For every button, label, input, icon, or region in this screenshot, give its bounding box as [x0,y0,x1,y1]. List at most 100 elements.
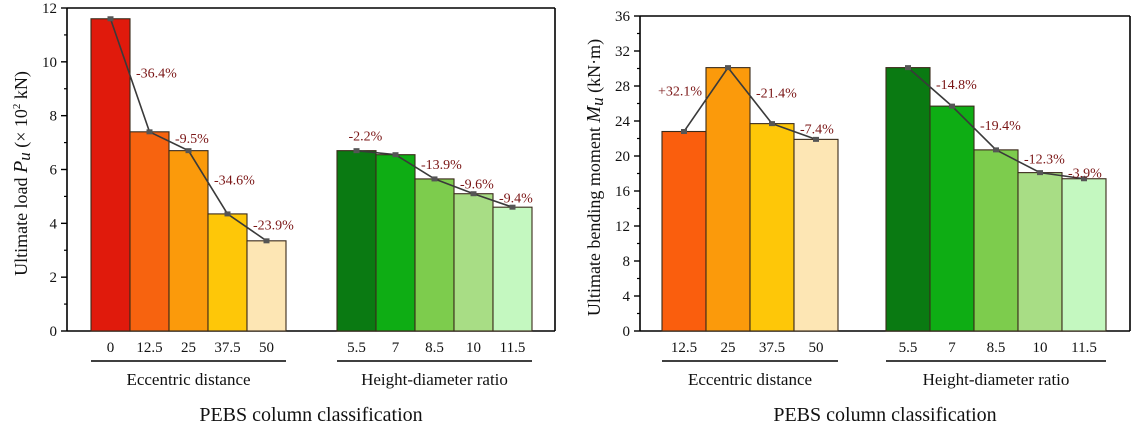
bar [129,131,170,332]
trend-marker [509,204,516,210]
trend-marker [993,147,999,153]
bar [973,149,1019,332]
x-tick-label: 25 [181,340,196,356]
bar [885,67,931,332]
bar [453,193,494,332]
x-tick-label: 50 [809,340,824,356]
bar [207,213,248,332]
x-tick-label: 12.5 [671,340,697,356]
x-tick-label: 7 [392,340,400,356]
x-tick-label: 10 [466,340,481,356]
x-tick-label: 12.5 [136,340,162,356]
bar [168,150,209,332]
bar [375,154,416,332]
y-tick-label: 24 [615,114,631,130]
y-tick-label: 0 [623,324,631,340]
x-tick-label: 11.5 [500,340,526,356]
bar [246,240,287,332]
percent-change-label: +32.1% [658,85,702,100]
x-tick-label: 37.5 [214,340,240,356]
percent-change-label: -36.4% [136,66,177,81]
bar-group-eccentric-distance: 0 12.5 25 37.5 50 -36.4% -9.5% -34.6% -23.9% Ecce… [90,16,294,389]
trend-marker [905,65,911,71]
x-axis-title: PEBS column classification [773,404,996,426]
bar [336,150,377,332]
x-tick-label: 37.5 [759,340,785,356]
percent-change-label: -9.4% [499,191,533,206]
y-tick-label: 8 [50,109,58,125]
percent-change-label: -34.6% [214,173,255,188]
trend-marker [470,191,477,197]
x-tick-label: 5.5 [899,340,918,356]
percent-change-label: -23.9% [253,218,294,233]
x-tick-label: 11.5 [1071,340,1097,356]
trend-marker [681,129,687,134]
x-tick-label: 7 [948,340,956,356]
y-tick-label: 10 [42,55,57,71]
percent-change-label: -13.9% [421,158,462,173]
y-tick-label: 0 [50,324,58,340]
trend-marker [224,211,231,217]
bar-group-eccentric-distance: 12.5 25 37.5 50 +32.1% -21.4% -7.4% Eccentric d… [658,65,839,389]
trend-marker [392,152,399,158]
trend-marker [725,65,731,71]
percent-change-label: -9.6% [460,177,494,192]
trend-marker [769,121,775,127]
percent-change-label: -12.3% [1024,152,1065,167]
group-label: Height-diameter ratio [923,370,1070,389]
trend-marker [431,176,438,182]
trend-line [683,66,817,141]
trend-marker [949,103,955,109]
y-axis-title: Ultimate bending moment Mu (kN·m) [583,39,607,316]
percent-change-label: -14.8% [936,78,977,93]
bar [749,123,795,332]
y-tick-label: 12 [42,1,57,17]
trend-marker [185,148,192,154]
y-tick-label: 28 [615,79,630,95]
x-tick-label: 8.5 [987,340,1006,356]
y-tick-label: 6 [50,163,58,179]
y-tick-label: 20 [615,149,630,165]
bar-group-height-diameter-ratio: 5.5 7 8.5 10 11.5 -14.8% -19.4% -12.3%-3.9% Heig… [885,65,1107,389]
y-tick-label: 2 [50,270,58,286]
bar [90,18,131,332]
y-tick-label: 32 [615,44,630,60]
trend-marker [813,136,819,142]
bar [929,105,975,332]
bar-group-height-diameter-ratio: 5.5 7 8.5 10 11.5 -2.2% -13.9% -9.6% -9.4% Height… [336,130,533,389]
trend-marker [1037,170,1043,176]
ultimate-load-chart: 0 2 4 6 8 10 12 Ultimate load Pu (× 102 kN) 0 12.… [10,1,556,426]
y-tick-label: 4 [50,216,58,232]
percent-change-label: -3.9% [1068,167,1102,182]
bar [793,138,839,332]
percent-change-label: -2.2% [349,130,383,145]
bar [492,206,533,332]
trend-marker [107,16,114,22]
trend-marker [353,148,360,154]
x-tick-label: 8.5 [425,340,444,356]
percent-change-label: -7.4% [800,123,834,138]
bar [1017,172,1063,332]
bar [705,67,751,332]
y-tick-label: 4 [623,289,631,305]
group-label: Height-diameter ratio [361,370,508,389]
y-axis-title: Ultimate load Pu (× 102 kN) [10,71,34,276]
group-label: Eccentric distance [688,370,812,389]
percent-change-label: -21.4% [756,87,797,102]
ultimate-moment-chart: 0 4 8 12 16 20 24 28 32 36 Ultimate bending moment… [583,9,1131,426]
group-label: Eccentric distance [126,370,250,389]
percent-change-label: -9.5% [175,132,209,147]
x-tick-label: 5.5 [347,340,366,356]
trend-marker [1081,176,1087,182]
trend-marker [263,238,270,244]
bar [661,130,707,332]
y-tick-label: 12 [615,219,630,235]
bar [1061,178,1107,332]
y-tick-label: 16 [615,184,631,200]
bar [414,178,455,332]
y-tick-label: 8 [623,254,631,270]
x-tick-label: 25 [721,340,736,356]
x-tick-label: 0 [107,340,115,356]
trend-marker [146,129,153,135]
